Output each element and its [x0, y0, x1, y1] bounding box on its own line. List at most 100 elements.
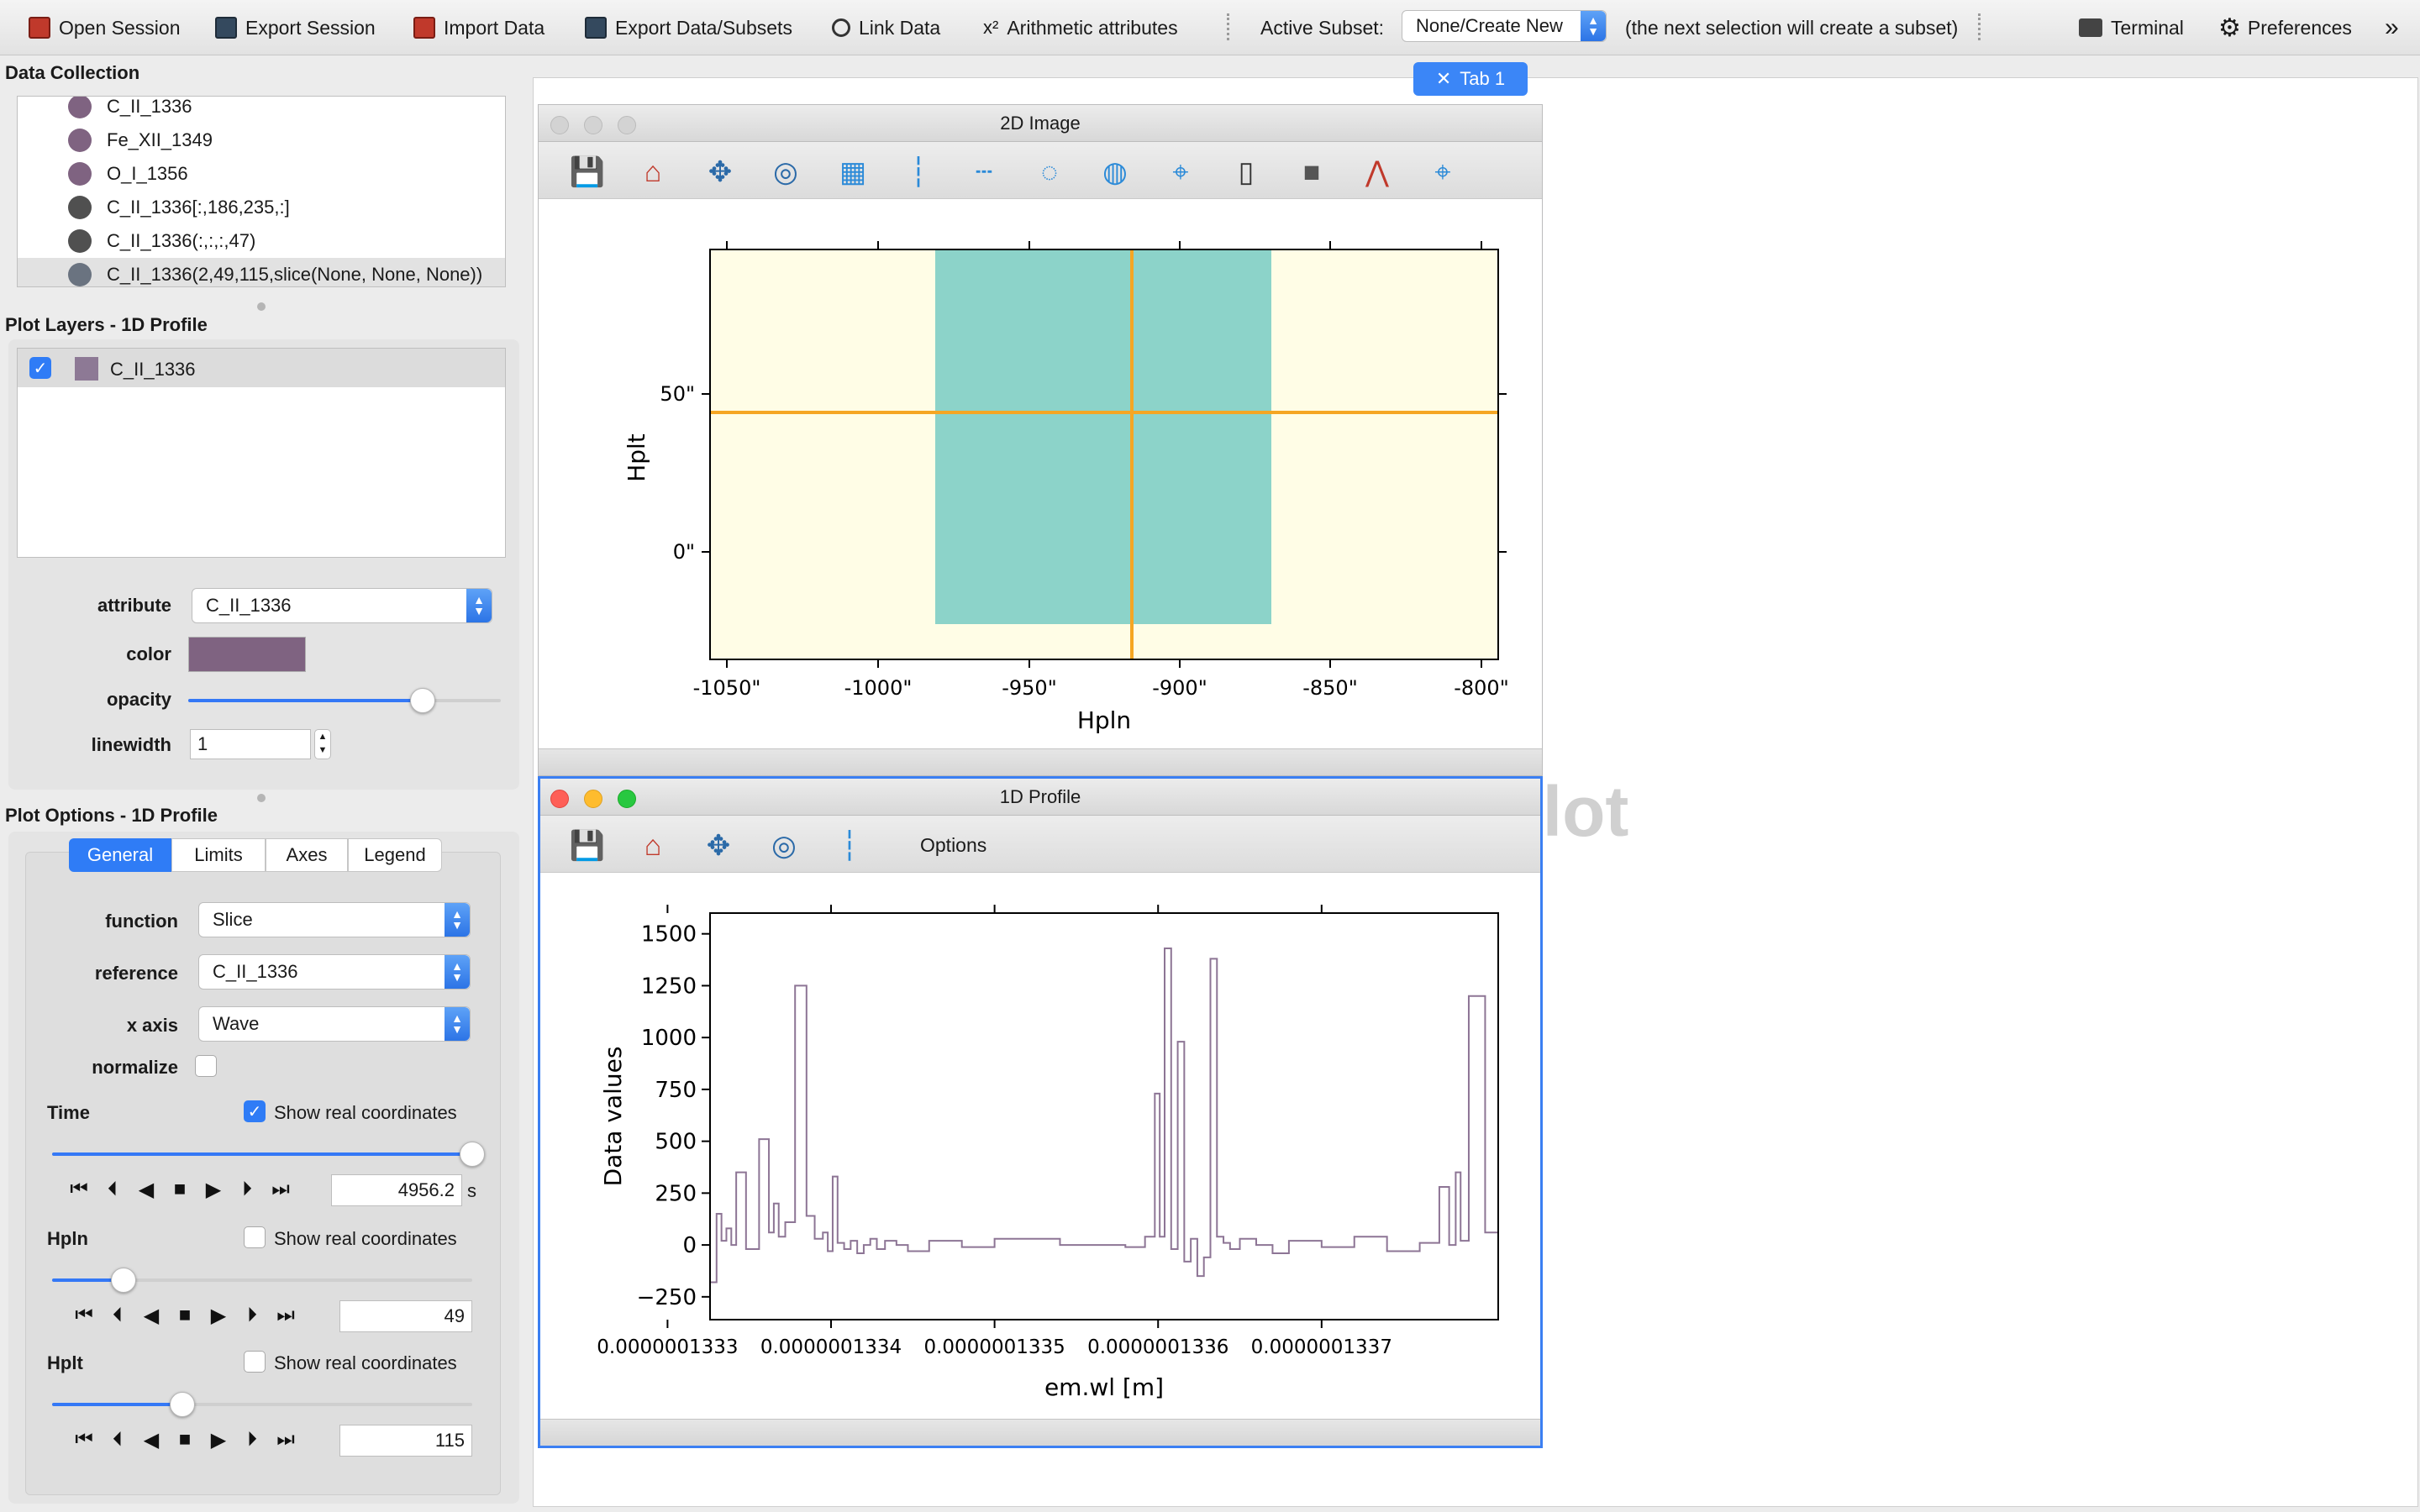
step-forward-icon[interactable]: ⏵ — [247, 1304, 257, 1326]
zoom-icon[interactable]: ◎ — [771, 830, 797, 862]
histogram-icon[interactable]: ⋀ — [1365, 156, 1389, 188]
splitter-handle[interactable] — [257, 302, 266, 311]
function-select[interactable]: Slice ▲ ▼ — [198, 902, 471, 937]
stop-icon[interactable]: ■ — [178, 1428, 192, 1451]
step-back-icon[interactable]: ⏴ — [108, 1178, 118, 1200]
color-picker[interactable] — [188, 637, 306, 672]
slice-icon[interactable]: ▯ — [1238, 156, 1255, 188]
play-icon[interactable]: ▶ — [210, 1428, 227, 1452]
xaxis-label: x axis — [126, 1015, 178, 1036]
reference-select[interactable]: C_II_1336 ▲ ▼ — [198, 954, 471, 990]
point-select-icon[interactable]: ⌖ — [1434, 155, 1451, 188]
toolbar-overflow-button[interactable]: » — [2385, 13, 2399, 41]
preferences-button[interactable]: ⚙ Preferences — [2218, 12, 2352, 44]
zoom-window-icon[interactable] — [618, 116, 636, 134]
linewidth-stepper[interactable]: ▲ ▼ — [314, 729, 331, 759]
data-collection-item[interactable]: O_I_1356 — [18, 157, 505, 191]
save-icon[interactable]: 💾 — [569, 156, 606, 188]
layer-visible-checkbox[interactable]: ✓ — [29, 357, 51, 379]
step-forward-icon[interactable]: ⏵ — [242, 1178, 252, 1200]
step-back-icon[interactable]: ⏴ — [113, 1428, 123, 1451]
time-value-field[interactable]: 4956.2 — [331, 1174, 462, 1206]
lasso-select-icon[interactable]: ◍ — [1102, 156, 1128, 188]
zoom-window-icon[interactable] — [618, 790, 636, 808]
active-subset-select[interactable]: None/Create New ▲ ▼ — [1402, 10, 1607, 42]
skip-to-end-icon[interactable]: ⏭ — [271, 1178, 290, 1200]
tab-limits[interactable]: Limits — [171, 838, 266, 872]
data-collection-item[interactable]: Fe_XII_1349 — [18, 123, 505, 157]
xaxis-select[interactable]: Wave ▲ ▼ — [198, 1006, 471, 1042]
step-forward-icon[interactable]: ⏵ — [247, 1428, 257, 1451]
play-backward-icon[interactable]: ◀ — [143, 1428, 160, 1452]
pan-icon[interactable]: ✥ — [706, 830, 731, 862]
step-back-icon[interactable]: ⏴ — [113, 1304, 123, 1326]
minimize-window-icon[interactable] — [584, 116, 602, 134]
play-backward-icon[interactable]: ◀ — [143, 1304, 160, 1327]
play-icon[interactable]: ▶ — [210, 1304, 227, 1327]
data-collection-item[interactable]: C_II_1336(:,:,:,47) — [18, 224, 505, 258]
tab-legend[interactable]: Legend — [348, 838, 442, 872]
profile-plot[interactable]: 1500 1250 1000 750 500 250 0 −250 0.0000001333 0… — [540, 873, 1540, 1410]
zoom-icon[interactable]: ◎ — [773, 156, 798, 188]
home-icon[interactable]: ⌂ — [644, 829, 662, 862]
open-session-button[interactable]: Open Session — [29, 12, 180, 44]
close-window-icon[interactable] — [550, 790, 569, 808]
normalize-checkbox[interactable] — [195, 1055, 217, 1077]
close-window-icon[interactable] — [550, 116, 569, 134]
xrange-select-icon[interactable]: ┆ — [909, 156, 928, 188]
data-collection-item[interactable]: C_II_1336 — [18, 97, 505, 123]
layer-row[interactable]: ✓ C_II_1336 — [18, 349, 505, 387]
skip-to-start-icon[interactable]: ⏮ — [70, 1178, 88, 1200]
arithmetic-button[interactable]: x² Arithmetic attributes — [983, 12, 1178, 44]
splitter-handle[interactable] — [257, 794, 266, 802]
hplt-real-coords-checkbox[interactable] — [244, 1351, 266, 1373]
import-data-button[interactable]: Import Data — [413, 12, 544, 44]
hpln-slider-track[interactable] — [52, 1278, 472, 1282]
data-collection-item[interactable]: C_II_1336[:,186,235,:] — [18, 191, 505, 224]
opacity-slider-knob[interactable] — [410, 688, 435, 713]
circle-select-icon[interactable]: ◌ — [1040, 155, 1059, 188]
terminal-button[interactable]: Terminal — [2079, 12, 2184, 44]
attribute-select[interactable]: C_II_1336 ▲ ▼ — [192, 588, 492, 623]
hpln-slider-knob[interactable] — [111, 1268, 136, 1293]
time-slider-knob[interactable] — [460, 1142, 485, 1167]
image-viewer-titlebar[interactable]: 2D Image — [539, 105, 1542, 142]
hpln-real-coords-checkbox[interactable] — [244, 1226, 266, 1248]
linewidth-field[interactable]: 1 — [190, 729, 311, 759]
options-button[interactable]: Options — [920, 834, 987, 856]
export-session-button[interactable]: Export Session — [215, 12, 376, 44]
close-tab-icon[interactable]: ✕ — [1435, 68, 1452, 89]
data-collection-item[interactable]: C_II_1336(2,49,115,slice(None, None, Non… — [18, 258, 505, 286]
tab-axes[interactable]: Axes — [266, 838, 348, 872]
play-backward-icon[interactable]: ◀ — [138, 1178, 155, 1201]
hplt-value-field[interactable]: 115 — [339, 1425, 472, 1457]
stop-icon[interactable]: ■ — [173, 1178, 187, 1200]
hplt-slider-track[interactable] — [52, 1403, 472, 1406]
rect-select-icon[interactable]: ▦ — [839, 156, 867, 188]
crosshair-icon[interactable]: ⌖ — [1172, 155, 1189, 188]
layer-list[interactable]: ✓ C_II_1336 — [17, 348, 506, 558]
tab-1[interactable]: ✕ Tab 1 — [1413, 62, 1528, 96]
tab-general[interactable]: General — [69, 838, 171, 872]
minimize-window-icon[interactable] — [584, 790, 602, 808]
skip-to-start-icon[interactable]: ⏮ — [75, 1428, 93, 1451]
contrast-icon[interactable]: ■ — [1302, 155, 1321, 188]
image-plot[interactable]: -1050" -1000" -950" -900" -850" -800" Hp… — [539, 199, 1542, 737]
skip-to-end-icon[interactable]: ⏭ — [276, 1428, 295, 1451]
pan-icon[interactable]: ✥ — [708, 156, 733, 188]
play-icon[interactable]: ▶ — [205, 1178, 222, 1201]
hplt-slider-knob[interactable] — [170, 1392, 195, 1417]
stop-icon[interactable]: ■ — [178, 1304, 192, 1326]
yrange-select-icon[interactable]: ┄ — [975, 156, 993, 188]
profile-viewer-titlebar[interactable]: 1D Profile — [540, 779, 1540, 816]
save-icon[interactable]: 💾 — [569, 830, 606, 862]
time-real-coords-checkbox[interactable]: ✓ — [244, 1100, 266, 1122]
home-icon[interactable]: ⌂ — [644, 155, 662, 188]
export-data-button[interactable]: Export Data/Subsets — [585, 12, 792, 44]
link-data-button[interactable]: Link Data — [832, 12, 940, 44]
hpln-value-field[interactable]: 49 — [339, 1300, 472, 1332]
skip-to-start-icon[interactable]: ⏮ — [75, 1304, 93, 1326]
data-collection-list[interactable]: C_II_1336 Fe_XII_1349 O_I_1356 C_II_1336[:,… — [17, 96, 506, 287]
skip-to-end-icon[interactable]: ⏭ — [276, 1304, 295, 1326]
xrange-select-icon[interactable]: ┆ — [840, 830, 859, 862]
